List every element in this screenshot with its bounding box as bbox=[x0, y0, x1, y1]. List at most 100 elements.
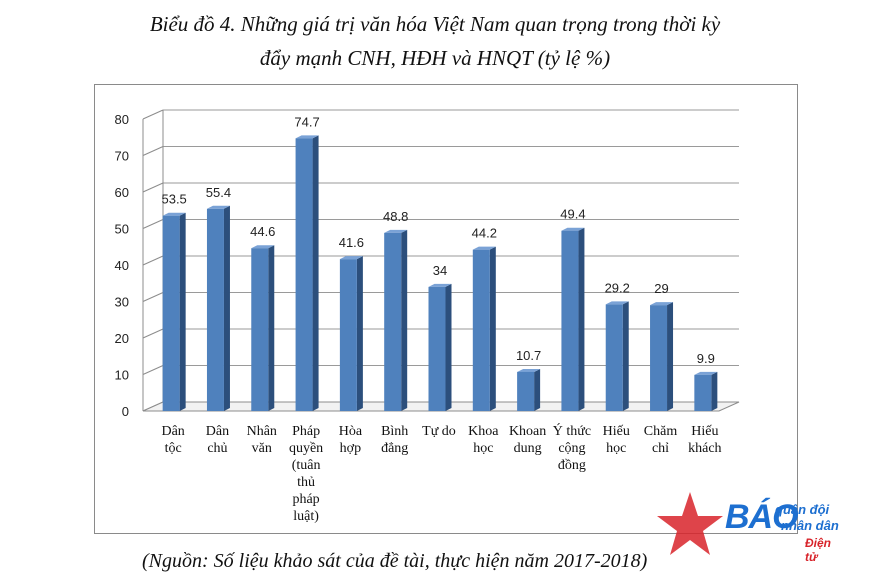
grid-depth-line bbox=[142, 146, 164, 156]
x-tick-label-line: Pháp bbox=[292, 424, 320, 439]
x-tick-label: Khoan dung bbox=[509, 424, 546, 456]
x-tick-label-line: Dân bbox=[206, 424, 229, 439]
bar-side bbox=[534, 368, 541, 411]
bar-side bbox=[445, 283, 452, 411]
y-tick-label: 50 bbox=[115, 222, 129, 237]
grid-depth-line bbox=[142, 292, 164, 302]
x-tick-label-line: Hòa bbox=[339, 424, 363, 439]
y-tick-label: 0 bbox=[122, 404, 129, 419]
data-label: 74.7 bbox=[294, 114, 319, 129]
bar bbox=[251, 248, 269, 411]
x-tick-label-line: đẳng bbox=[381, 441, 408, 456]
x-tick-label-line: Nhân bbox=[247, 424, 277, 439]
x-tick-label: Pháp quyền (tuân thủ pháp luật) bbox=[289, 424, 323, 524]
x-tick-label-line: pháp bbox=[292, 492, 319, 507]
x-tick-label-line: chỉ bbox=[652, 441, 669, 456]
grid-depth-line bbox=[142, 328, 164, 339]
source-note: (Nguồn: Số liệu khảo sát của đề tài, thự… bbox=[142, 550, 648, 572]
data-label: 34 bbox=[433, 263, 447, 278]
x-tick-label-line: học bbox=[473, 441, 493, 456]
data-label: 49.4 bbox=[560, 207, 585, 222]
x-tick-label-line: khách bbox=[688, 441, 721, 456]
bar-top bbox=[251, 245, 275, 249]
x-tick-label-line: dung bbox=[514, 441, 542, 456]
grid-depth-line bbox=[142, 109, 164, 120]
logo-line-1: quân đội bbox=[775, 502, 830, 517]
x-tick-label-line: Khoa bbox=[468, 424, 499, 439]
bar bbox=[384, 232, 402, 411]
bar bbox=[339, 259, 357, 411]
x-tick-label: Ý thức cộng đồng bbox=[553, 422, 591, 473]
x-tick-label: Chăm chỉ bbox=[644, 424, 678, 456]
x-tick-label: Hiếu học bbox=[603, 424, 630, 456]
bar-side bbox=[578, 227, 585, 411]
data-label: 44.2 bbox=[472, 226, 497, 241]
y-tick-label: 70 bbox=[115, 149, 129, 164]
bar-top bbox=[339, 256, 363, 260]
bar-top bbox=[561, 227, 585, 231]
y-tick-label: 60 bbox=[115, 185, 129, 200]
bar-top bbox=[472, 246, 496, 250]
bar bbox=[605, 304, 623, 411]
x-tick-label-line: văn bbox=[252, 441, 272, 456]
x-tick-label: Dân chủ bbox=[206, 424, 229, 456]
logo-brand: BÁO bbox=[725, 498, 799, 536]
x-tick-label-line: Tự do bbox=[422, 424, 456, 439]
bar-side bbox=[401, 229, 408, 411]
bar bbox=[472, 249, 490, 411]
bar bbox=[206, 208, 224, 411]
x-tick-label-line: Dân bbox=[161, 424, 184, 439]
bar-side bbox=[268, 245, 275, 411]
x-tick-label-line: tộc bbox=[165, 441, 182, 456]
bar-top bbox=[517, 368, 541, 372]
x-tick-label-line: học bbox=[606, 441, 626, 456]
grid-depth-line bbox=[142, 219, 164, 229]
y-tick-label: 30 bbox=[115, 295, 129, 310]
bar-top bbox=[295, 135, 319, 139]
bar bbox=[428, 286, 446, 411]
bar bbox=[162, 215, 180, 411]
x-tick-label: Hòa hợp bbox=[339, 424, 363, 456]
bar-top bbox=[162, 212, 186, 216]
chart-title-line-2: đẩy mạnh CNH, HĐH và HNQT (tỷ lệ %) bbox=[259, 46, 611, 70]
bar-side bbox=[489, 246, 496, 411]
bar-side bbox=[356, 256, 363, 411]
bar-top bbox=[384, 229, 408, 233]
x-tick-label-line: (tuân bbox=[292, 458, 321, 473]
x-tick-label-line: Ý thức bbox=[553, 422, 591, 439]
x-tick-label: Hiếu khách bbox=[688, 424, 721, 456]
x-tick-label-line: Khoan bbox=[509, 424, 546, 439]
bar-side bbox=[179, 212, 186, 411]
x-tick-label-line: Bình bbox=[381, 424, 408, 439]
bar-top bbox=[650, 302, 674, 306]
bar-top bbox=[605, 301, 629, 305]
data-label: 44.6 bbox=[250, 224, 275, 239]
x-tick-label: Dân tộc bbox=[161, 424, 184, 456]
chart-title-line-1: Biểu đồ 4. Những giá trị văn hóa Việt Na… bbox=[149, 12, 721, 36]
bar bbox=[650, 305, 668, 411]
bar bbox=[694, 374, 712, 411]
bar-top bbox=[694, 371, 718, 375]
x-tick-label-line: đồng bbox=[558, 458, 586, 473]
x-tick-label-line: Hiếu bbox=[603, 424, 630, 439]
data-label: 29 bbox=[654, 281, 668, 296]
bar bbox=[517, 371, 535, 411]
bar bbox=[561, 230, 579, 411]
y-tick-label: 40 bbox=[115, 258, 129, 273]
data-label: 48.8 bbox=[383, 209, 408, 224]
data-label: 10.7 bbox=[516, 348, 541, 363]
data-label: 41.6 bbox=[339, 235, 364, 250]
logo-line-3: Điện tử bbox=[805, 536, 832, 564]
bar-side bbox=[312, 135, 319, 411]
logo-line-2: nhân dân bbox=[781, 518, 839, 533]
bar-top bbox=[428, 283, 452, 287]
x-tick-label: Bình đẳng bbox=[381, 424, 408, 456]
x-tick-label-line: quyền bbox=[289, 441, 323, 456]
x-tick-label-line: chủ bbox=[207, 441, 227, 456]
bar-chart: 0 10 20 30 40 50 60 70 80 53.5 Dân tộc 55.4 Dân chủ 44.… bbox=[115, 109, 740, 524]
data-label: 55.4 bbox=[206, 185, 231, 200]
bar-side bbox=[711, 371, 718, 411]
newspaper-logo: BÁO quân đội nhân dân Điện tử bbox=[655, 488, 845, 564]
y-tick-label: 80 bbox=[115, 112, 129, 127]
x-tick-label-line: thủ bbox=[297, 475, 315, 490]
